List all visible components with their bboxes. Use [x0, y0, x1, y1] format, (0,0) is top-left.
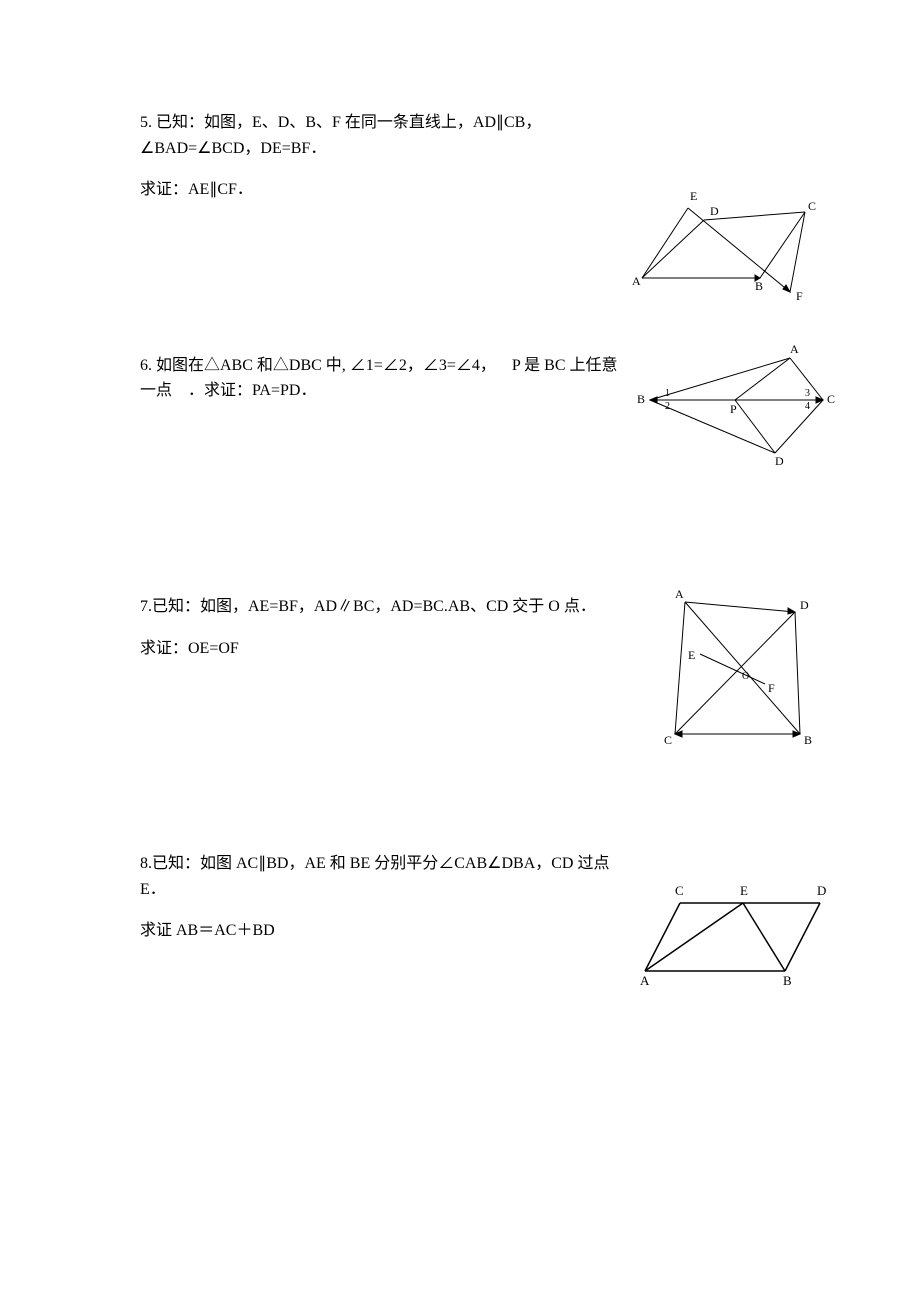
problem-7-svg: A D E O F C B	[660, 584, 820, 764]
label-A: A	[790, 343, 799, 356]
label-F: F	[768, 681, 775, 695]
label-2: 2	[665, 401, 670, 412]
problem-6-svg: A B C D P 1 2 3 4	[635, 343, 835, 473]
problem-8-line2: 求证 AB＝AC＋BD	[140, 918, 620, 944]
problem-5: 5. 已知：如图，E、D、B、F 在同一条直线上，AD∥CB，∠BAD=∠BCD…	[140, 110, 780, 203]
label-E: E	[688, 648, 695, 662]
label-E: E	[690, 190, 697, 203]
label-B: B	[783, 973, 792, 988]
problem-5-line2: 求证：AE∥CF．	[140, 177, 620, 203]
label-O: O	[742, 671, 749, 682]
label-C: C	[664, 733, 672, 747]
problem-6-line1: 6. 如图在△ABC 和△DBC 中, ∠1=∠2，∠3=∠4， P 是 BC …	[140, 353, 620, 404]
problem-8-line1: 8.已知：如图 AC∥BD，AE 和 BE 分别平分∠CAB∠DBA，CD 过点…	[140, 851, 620, 902]
label-C: C	[808, 199, 816, 213]
label-3: 3	[805, 388, 810, 399]
label-P: P	[730, 402, 737, 416]
problem-7-line2: 求证：OE=OF	[140, 636, 620, 662]
label-D: D	[775, 454, 784, 468]
label-D: D	[800, 598, 809, 612]
label-B: B	[637, 392, 645, 406]
label-A: A	[675, 587, 684, 601]
problem-8-figure: C E D A B	[635, 881, 835, 1001]
problem-5-text: 5. 已知：如图，E、D、B、F 在同一条直线上，AD∥CB，∠BAD=∠BCD…	[140, 110, 620, 203]
problem-5-line1: 5. 已知：如图，E、D、B、F 在同一条直线上，AD∥CB，∠BAD=∠BCD…	[140, 110, 620, 161]
label-B: B	[755, 279, 763, 293]
label-A: A	[640, 973, 650, 988]
problem-7-line1: 7.已知：如图，AE=BF，AD∥BC，AD=BC.AB、CD 交于 O 点．	[140, 594, 620, 620]
problem-7-figure: A D E O F C B	[660, 584, 820, 764]
label-4: 4	[805, 401, 810, 412]
problem-7: 7.已知：如图，AE=BF，AD∥BC，AD=BC.AB、CD 交于 O 点． …	[140, 594, 780, 661]
label-E: E	[740, 883, 748, 898]
problem-7-text: 7.已知：如图，AE=BF，AD∥BC，AD=BC.AB、CD 交于 O 点． …	[140, 594, 620, 661]
problem-6: 6. 如图在△ABC 和△DBC 中, ∠1=∠2，∠3=∠4， P 是 BC …	[140, 353, 780, 404]
label-1: 1	[665, 388, 670, 399]
problem-8: 8.已知：如图 AC∥BD，AE 和 BE 分别平分∠CAB∠DBA，CD 过点…	[140, 851, 780, 944]
problem-5-figure: E D C A B F	[630, 190, 820, 310]
problem-5-svg: E D C A B F	[630, 190, 820, 310]
label-D: D	[817, 883, 826, 898]
label-F: F	[796, 289, 803, 303]
label-B: B	[804, 733, 812, 747]
label-D: D	[710, 204, 719, 218]
label-C: C	[675, 883, 684, 898]
problem-6-figure: A B C D P 1 2 3 4	[635, 343, 835, 473]
label-C: C	[827, 392, 835, 406]
label-A: A	[632, 274, 641, 288]
problem-8-text: 8.已知：如图 AC∥BD，AE 和 BE 分别平分∠CAB∠DBA，CD 过点…	[140, 851, 620, 944]
problem-6-text: 6. 如图在△ABC 和△DBC 中, ∠1=∠2，∠3=∠4， P 是 BC …	[140, 353, 620, 404]
problem-8-svg: C E D A B	[635, 881, 835, 1001]
